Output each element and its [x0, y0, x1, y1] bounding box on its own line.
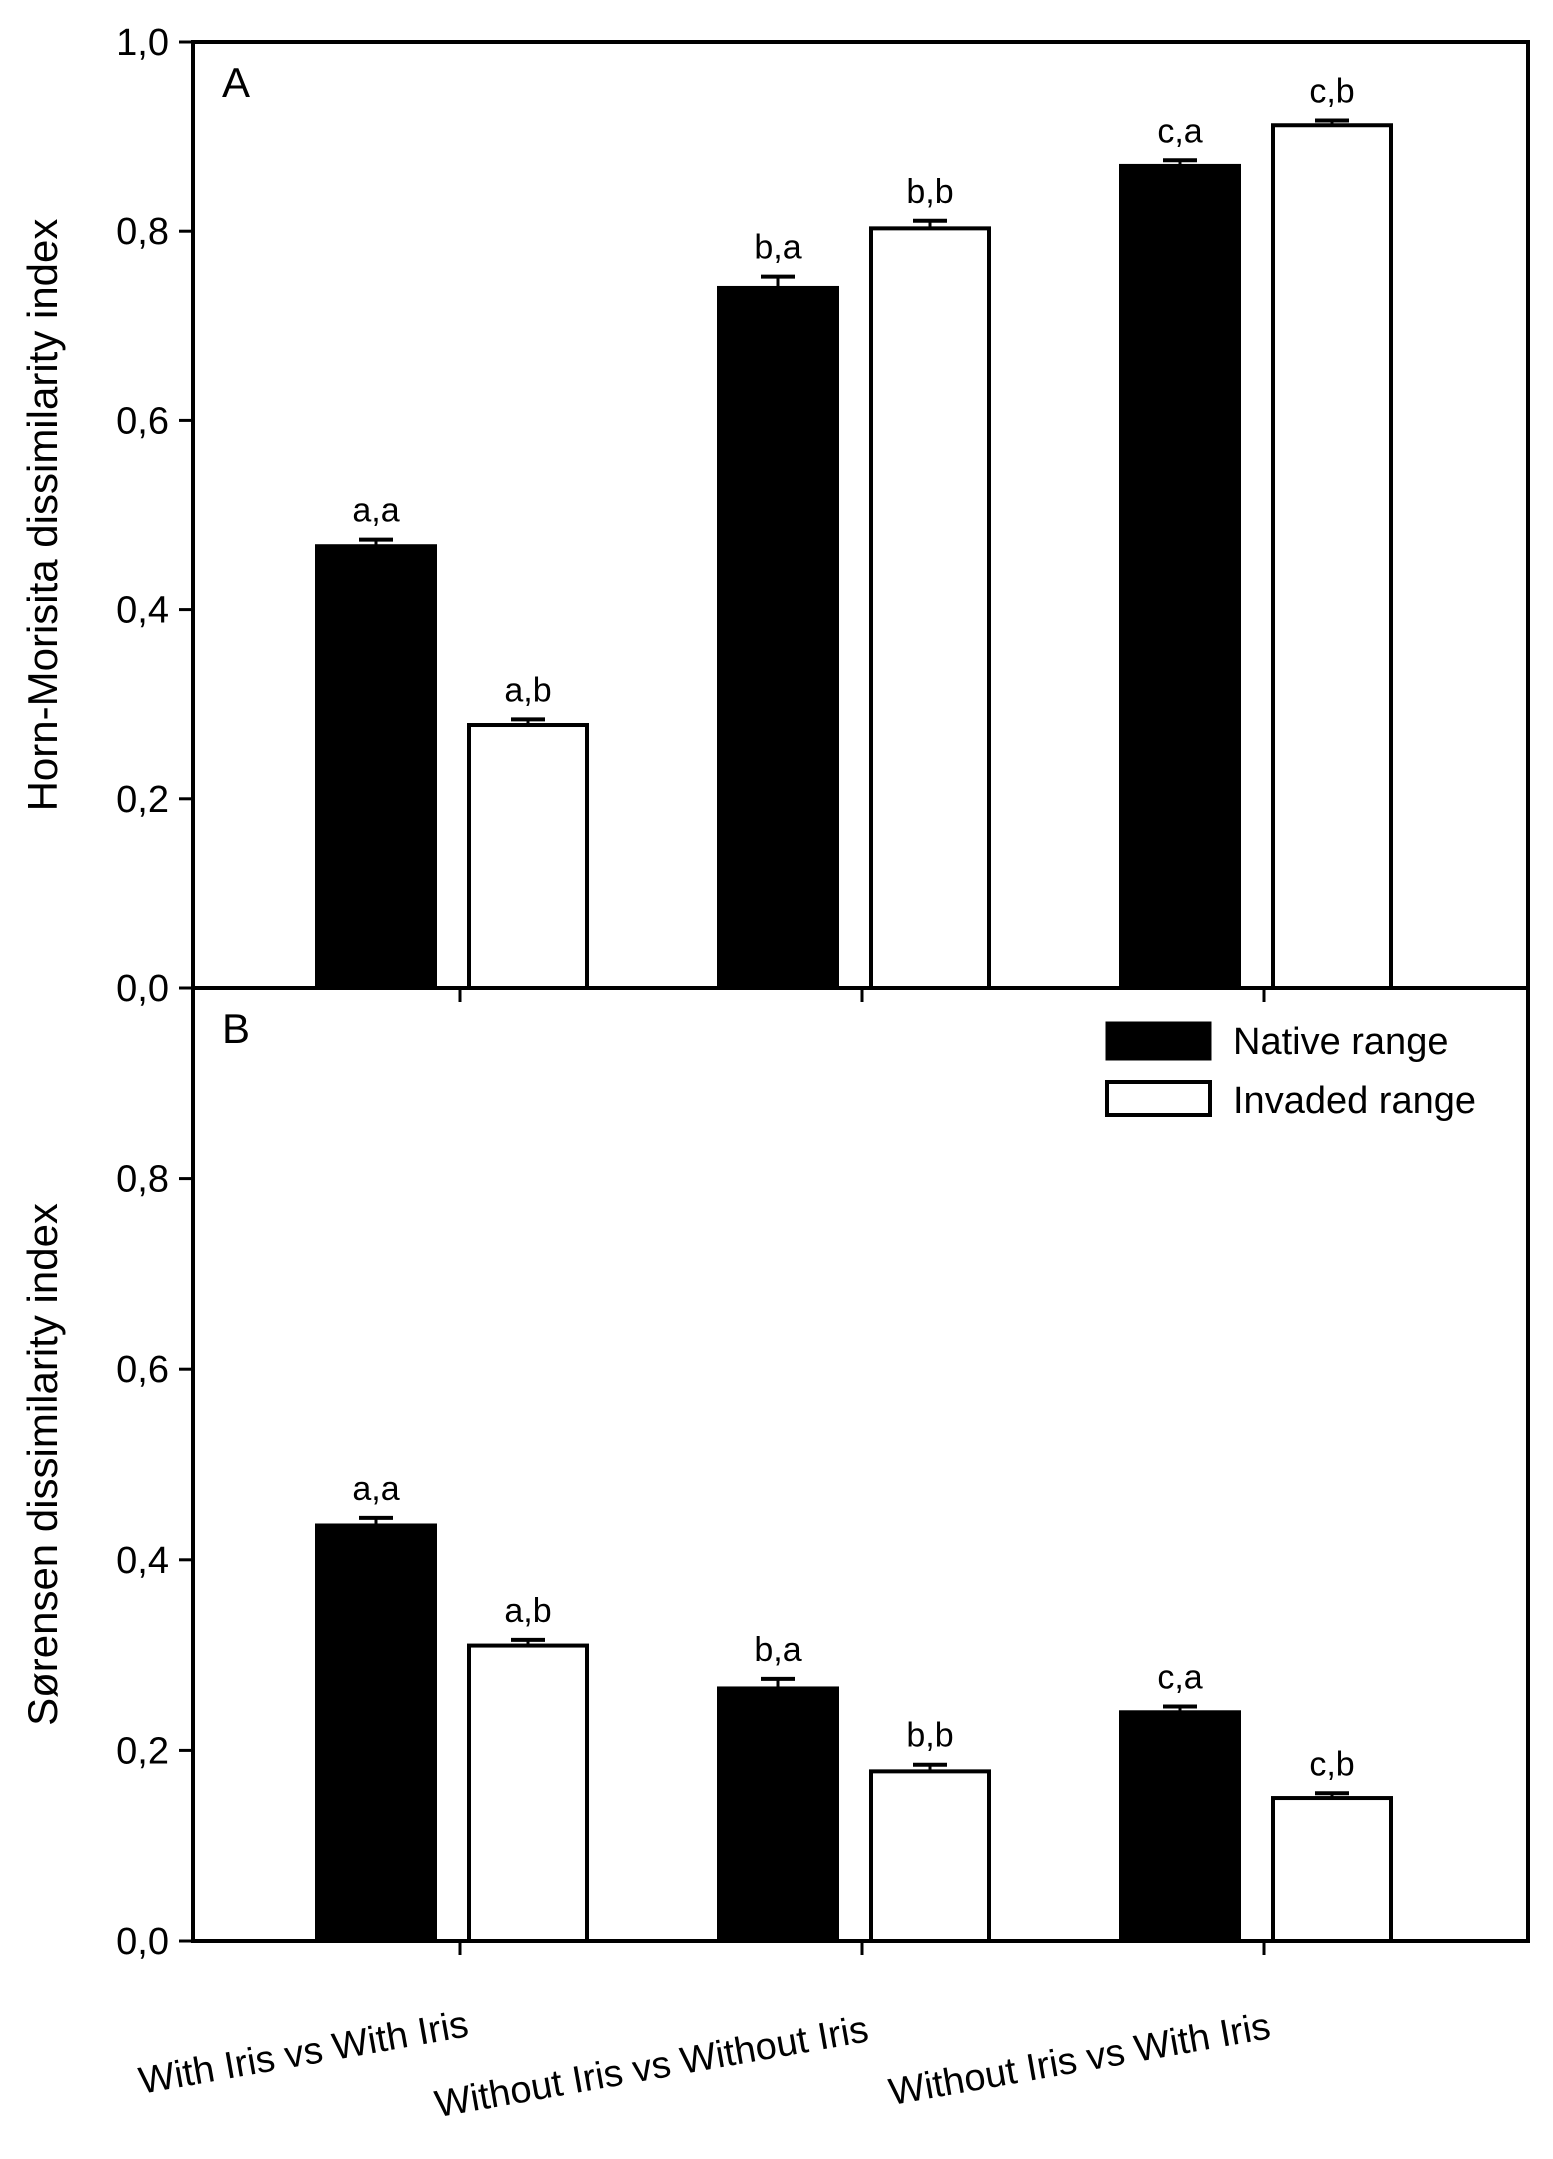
- sig-label-a-1-1: b,b: [906, 173, 953, 211]
- y-tick-label-b: 0,6: [116, 1349, 169, 1391]
- sig-label-a-0-1: b,a: [754, 229, 801, 267]
- bar-b-native-2: [1119, 1710, 1241, 1944]
- legend-swatch-native: [1105, 1021, 1212, 1061]
- bar-b-native-1: [717, 1686, 839, 1943]
- category-label-1: Without Iris vs Without Iris: [432, 2009, 872, 2127]
- bar-a-invaded-2: [1271, 123, 1393, 991]
- y-tick-label-a: 0,8: [116, 211, 169, 253]
- category-label-2: Without Iris vs With Iris: [886, 2006, 1274, 2114]
- sig-label-b-0-2: c,a: [1157, 1659, 1202, 1697]
- sig-label-b-1-2: c,b: [1309, 1745, 1354, 1783]
- sig-label-b-1-0: a,b: [504, 1592, 551, 1630]
- bar-a-native-0: [315, 544, 437, 991]
- y-tick-label-b: 0,4: [116, 1540, 169, 1582]
- panel-label-b: B: [222, 1005, 250, 1052]
- bar-b-invaded-2: [1271, 1796, 1393, 1944]
- y-tick-label-b: 0,2: [116, 1730, 169, 1772]
- y-tick-label-a: 0,0: [116, 968, 169, 1010]
- legend-swatch-invaded: [1105, 1080, 1212, 1117]
- panels-layer: 0,0 0,2 0,4 0,6 0,8 1,0 0,0 0,2 0,4 0,6 0,8: [116, 22, 1530, 1963]
- sig-label-b-0-0: a,a: [352, 1470, 399, 1508]
- category-label-0: With Iris vs With Iris: [136, 2004, 472, 2103]
- sig-label-b-0-1: b,a: [754, 1631, 801, 1669]
- y-axis-title-b: Sørensen dissimilarity index: [19, 1203, 66, 1726]
- sig-label-a-1-0: a,b: [504, 671, 551, 709]
- sig-label-a-0-0: a,a: [352, 492, 399, 530]
- sig-label-a-1-2: c,b: [1309, 73, 1354, 111]
- y-tick-label-b: 0,8: [116, 1159, 169, 1201]
- legend: Native range Invaded range: [1105, 1021, 1476, 1122]
- y-tick-label-a: 0,2: [116, 779, 169, 821]
- bar-b-invaded-1: [869, 1769, 991, 1943]
- bar-a-invaded-0: [467, 723, 589, 991]
- bar-b-invaded-0: [467, 1643, 589, 1943]
- y-tick-label-a: 0,4: [116, 590, 169, 632]
- bar-a-native-1: [717, 285, 839, 990]
- sig-label-a-0-2: c,a: [1157, 112, 1202, 150]
- y-tick-label-b: 0,0: [116, 1921, 169, 1963]
- bar-b-native-0: [315, 1523, 437, 1943]
- y-tick-label-a: 0,6: [116, 400, 169, 442]
- bar-a-native-2: [1119, 163, 1241, 990]
- sig-label-b-1-1: b,b: [906, 1717, 953, 1755]
- bars-layer: [315, 118, 1393, 1944]
- legend-label-invaded: Invaded range: [1233, 1080, 1476, 1122]
- y-axis-title-a: Horn-Morisita dissimilarity index: [19, 219, 66, 812]
- legend-label-native: Native range: [1233, 1021, 1448, 1063]
- panel-label-a: A: [222, 59, 250, 106]
- y-tick-label-a: 1,0: [116, 22, 169, 64]
- bar-a-invaded-1: [869, 226, 991, 990]
